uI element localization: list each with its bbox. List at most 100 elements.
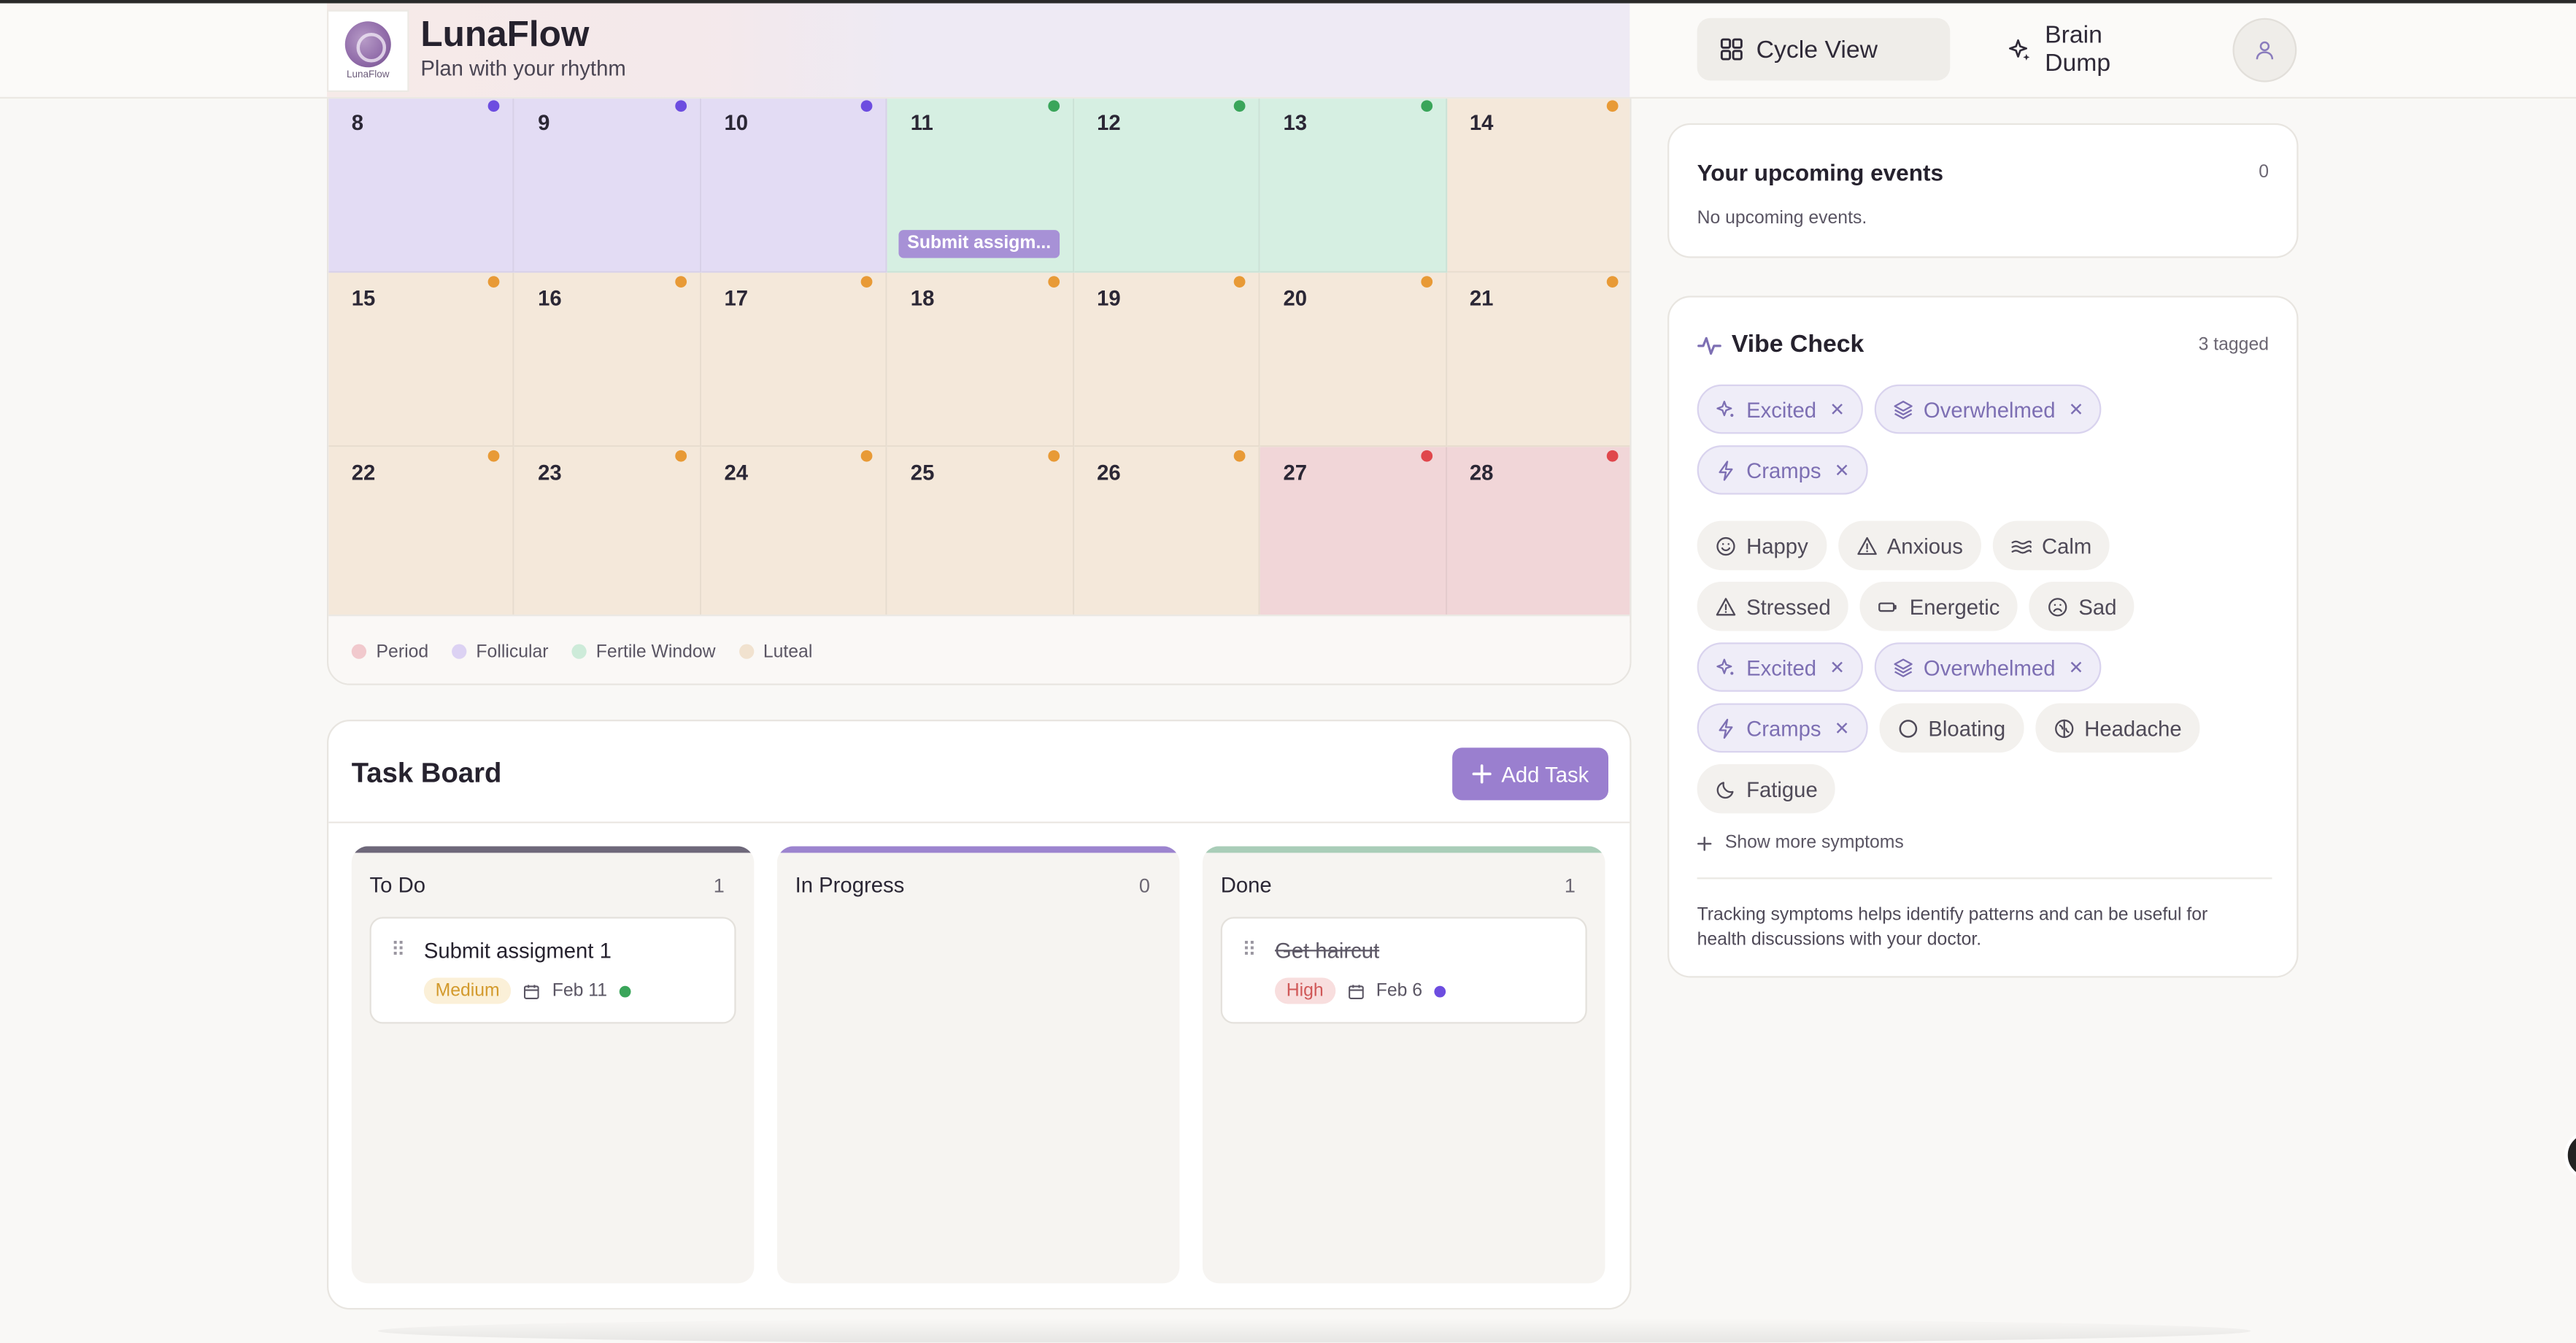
cycle-view-button[interactable]: Cycle View xyxy=(1697,18,1951,81)
tag-chip-headache[interactable]: Headache xyxy=(2035,703,2200,753)
phase-dot xyxy=(1420,450,1432,462)
remove-tag-icon[interactable]: ✕ xyxy=(2068,658,2084,678)
day-number: 28 xyxy=(1469,460,1494,485)
phase-dot xyxy=(488,275,501,287)
calendar-day-28[interactable]: 28 xyxy=(1446,447,1630,623)
layers-icon xyxy=(1894,658,1913,677)
calendar-day-17[interactable]: 17 xyxy=(701,272,888,447)
tag-chip-bloating[interactable]: Bloating xyxy=(1878,703,2024,753)
calendar-day-25[interactable]: 25 xyxy=(887,447,1074,623)
tag-chip-stressed[interactable]: Stressed xyxy=(1697,581,1849,631)
bolt-icon xyxy=(1719,717,1733,739)
tag-chip-calm[interactable]: Calm xyxy=(1992,520,2110,571)
phase-dot xyxy=(1606,100,1619,112)
task-name: Get haircut xyxy=(1274,938,1380,963)
plus-icon xyxy=(1697,836,1712,850)
day-number: 24 xyxy=(724,460,749,485)
calendar-day-11[interactable]: 11 Submit assigm... xyxy=(887,96,1074,272)
calendar-day-9[interactable]: 9 xyxy=(514,96,701,272)
tag-chip-anxious[interactable]: Anxious xyxy=(1837,520,1981,571)
cycle-calendar: 8 9 10 11 Submit assigm... 12 13 14 15 16 17 18 19 20… xyxy=(327,33,1632,685)
task-column-to-do[interactable]: To Do 1 ⠿ Submit assigment 1 Medium Feb 11 xyxy=(351,846,755,1284)
phase-dot xyxy=(1233,275,1246,287)
phase-dot xyxy=(674,275,687,287)
tag-chip-fatigue[interactable]: Fatigue xyxy=(1697,763,1836,814)
tag-chip-overwhelmed[interactable]: Overwhelmed ✕ xyxy=(1874,642,2102,692)
calendar-icon xyxy=(1348,984,1363,998)
day-number: 12 xyxy=(1097,109,1121,135)
show-more-label: Show more symptoms xyxy=(1724,833,1904,853)
tag-chip-cramps[interactable]: Cramps ✕ xyxy=(1697,445,1868,495)
tag-chip-energetic[interactable]: Energetic xyxy=(1860,581,2018,631)
tag-chip-overwhelmed[interactable]: Overwhelmed ✕ xyxy=(1874,384,2102,434)
legend-item: Period xyxy=(351,642,429,662)
day-number: 26 xyxy=(1097,460,1121,485)
calendar-event[interactable]: Submit assigm... xyxy=(899,229,1060,258)
floating-action-button[interactable] xyxy=(2564,1130,2576,1180)
column-accent-bar xyxy=(776,846,1180,853)
brain-dump-button[interactable]: Brain Dump xyxy=(1985,18,2195,81)
task-name: Submit assigment 1 xyxy=(423,938,612,963)
app-logo[interactable]: LunaFlow xyxy=(327,9,409,93)
drag-handle-icon[interactable]: ⠿ xyxy=(1241,938,1257,961)
legend-label: Fertile Window xyxy=(595,642,716,662)
calendar-day-18[interactable]: 18 xyxy=(887,272,1074,447)
tag-chip-happy[interactable]: Happy xyxy=(1697,520,1827,571)
calendar-day-8[interactable]: 8 xyxy=(328,96,515,272)
calendar-day-12[interactable]: 12 xyxy=(1073,96,1260,272)
task-column-in-progress[interactable]: In Progress 0 xyxy=(776,846,1180,1284)
calendar-day-15[interactable]: 15 xyxy=(328,272,515,447)
tag-label: Fatigue xyxy=(1746,776,1818,801)
task-meta: High Feb 6 xyxy=(1274,977,1446,1004)
calendar-day-21[interactable]: 21 xyxy=(1446,272,1630,447)
tag-chip-excited[interactable]: Excited ✕ xyxy=(1697,384,1863,434)
calendar-day-24[interactable]: 24 xyxy=(701,447,888,623)
add-task-button[interactable]: Add Task xyxy=(1452,747,1609,801)
calendar-day-14[interactable]: 14 xyxy=(1446,96,1630,272)
tag-options: Happy Anxious Calm Stressed Energetic Sad Exci… xyxy=(1697,520,2272,814)
task-card[interactable]: ⠿ Get haircut High Feb 6 xyxy=(1220,917,1587,1024)
task-column-done[interactable]: Done 1 ⠿ Get haircut High Feb 6 xyxy=(1202,846,1605,1284)
calendar-day-13[interactable]: 13 xyxy=(1260,96,1447,272)
calendar-day-23[interactable]: 23 xyxy=(514,447,701,623)
logo-mark-icon xyxy=(344,21,391,68)
remove-tag-icon[interactable]: ✕ xyxy=(1829,400,1845,420)
calendar-day-20[interactable]: 20 xyxy=(1260,272,1447,447)
tag-chip-cramps[interactable]: Cramps ✕ xyxy=(1697,703,1868,753)
grid-icon xyxy=(1720,38,1743,61)
calendar-day-27[interactable]: 27 xyxy=(1260,447,1447,623)
vibe-check-title: Vibe Check xyxy=(1731,330,1864,358)
cycle-view-label: Cycle View xyxy=(1756,35,1878,64)
legend-swatch xyxy=(451,644,466,659)
tag-chip-sad[interactable]: Sad xyxy=(2029,581,2135,631)
logo-caption: LunaFlow xyxy=(346,70,390,81)
tag-label: Cramps xyxy=(1746,715,1821,741)
top-bar: LunaFlow LunaFlow Plan with your rhythm … xyxy=(0,0,2576,99)
profile-button[interactable] xyxy=(2232,18,2297,82)
task-card[interactable]: ⠿ Submit assigment 1 Medium Feb 11 xyxy=(369,917,736,1024)
upcoming-events-title: Your upcoming events xyxy=(1697,159,1943,186)
show-more-symptoms-button[interactable]: Show more symptoms xyxy=(1697,833,1904,853)
remove-tag-icon[interactable]: ✕ xyxy=(1829,658,1845,678)
remove-tag-icon[interactable]: ✕ xyxy=(1834,718,1850,739)
legend-label: Period xyxy=(376,642,429,662)
day-number: 18 xyxy=(910,285,935,310)
selected-tags: Excited ✕ Overwhelmed ✕ Cramps ✕ xyxy=(1697,384,2272,495)
priority-badge: High xyxy=(1274,977,1335,1004)
column-accent-bar xyxy=(351,846,755,853)
sparkle-icon xyxy=(1716,399,1734,416)
header-tint xyxy=(327,3,1630,97)
remove-tag-icon[interactable]: ✕ xyxy=(1834,461,1850,481)
calendar-day-19[interactable]: 19 xyxy=(1073,272,1260,447)
remove-tag-icon[interactable]: ✕ xyxy=(2068,400,2084,420)
calendar-day-26[interactable]: 26 xyxy=(1073,447,1260,623)
tag-label: Stressed xyxy=(1746,593,1831,619)
calendar-day-22[interactable]: 22 xyxy=(328,447,515,623)
day-number: 13 xyxy=(1283,109,1308,135)
tag-chip-excited[interactable]: Excited ✕ xyxy=(1697,642,1863,692)
calendar-day-16[interactable]: 16 xyxy=(514,272,701,447)
calendar-day-10[interactable]: 10 xyxy=(701,96,888,272)
waves-icon xyxy=(2011,539,2032,553)
drag-handle-icon[interactable]: ⠿ xyxy=(390,938,406,961)
